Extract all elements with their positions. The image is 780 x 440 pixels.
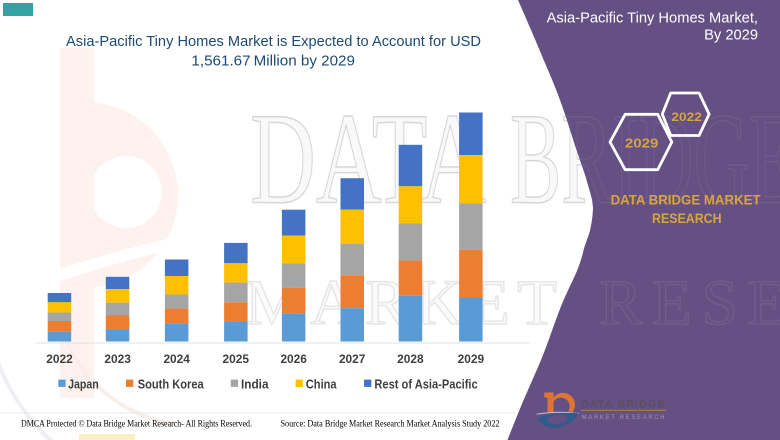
svg-text:DATA BRIDGE MARKET: DATA BRIDGE MARKET	[611, 192, 762, 207]
svg-text:2029: 2029	[458, 352, 485, 366]
svg-text:2028: 2028	[397, 352, 424, 366]
svg-text:Japan: Japan	[68, 376, 99, 391]
svg-text:2022: 2022	[46, 352, 73, 366]
svg-text:2022: 2022	[671, 110, 702, 124]
svg-text:China: China	[306, 376, 337, 391]
svg-text:DATA: DATA	[250, 87, 486, 232]
svg-text:Asia-Pacific Tiny Homes Market: Asia-Pacific Tiny Homes Market is Expect…	[66, 33, 481, 50]
svg-text:South Korea: South Korea	[138, 376, 204, 391]
svg-text:DMCA Protected © Data Bridge M: DMCA Protected © Data Bridge Market Rese…	[21, 419, 252, 429]
svg-text:2027: 2027	[339, 352, 366, 366]
svg-text:DATA BRIDGE: DATA BRIDGE	[581, 399, 666, 411]
svg-text:Asia-Pacific Tiny Homes Market: Asia-Pacific Tiny Homes Market,	[547, 10, 758, 26]
svg-text:MARKET RESEARCH: MARKET RESEARCH	[582, 414, 666, 421]
svg-text:Source: Data Bridge Market Res: Source: Data Bridge Market Research Mark…	[281, 418, 500, 428]
svg-text:2025: 2025	[223, 352, 250, 366]
svg-text:2023: 2023	[104, 352, 131, 366]
svg-text:RESEARCH: RESEARCH	[599, 267, 780, 339]
svg-text:Rest of Asia-Pacific: Rest of Asia-Pacific	[374, 376, 477, 391]
svg-text:By 2029: By 2029	[704, 28, 758, 44]
svg-text:1,561.67 Million by 2029: 1,561.67 Million by 2029	[191, 53, 355, 70]
svg-text:RESEARCH: RESEARCH	[652, 211, 722, 226]
svg-text:2024: 2024	[163, 352, 190, 366]
svg-text:India: India	[241, 376, 269, 391]
svg-text:2026: 2026	[280, 352, 307, 366]
svg-text:2029: 2029	[625, 136, 659, 151]
